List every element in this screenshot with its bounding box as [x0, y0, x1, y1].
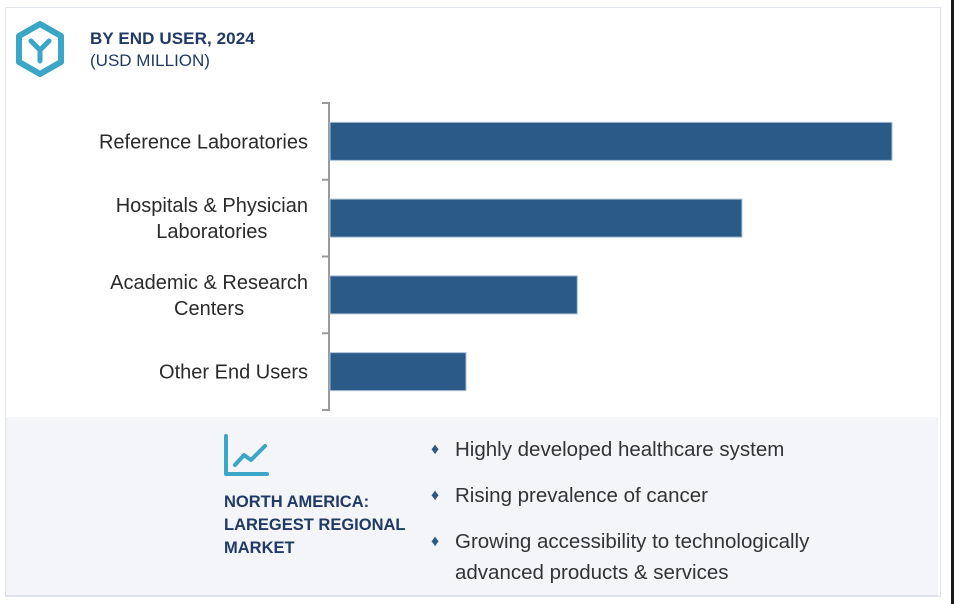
category-label: Other End Users: [159, 362, 308, 384]
region-line: LAREGEST REGIONAL: [224, 516, 406, 534]
window-edge: [951, 0, 954, 604]
diamond-bullet-icon: ♦: [431, 487, 440, 504]
trend-line-chart-icon: [224, 434, 269, 476]
category-label: Reference Laboratories: [99, 131, 308, 153]
category-label: Academic & Research Centers: [110, 272, 308, 320]
driver-text: Highly developed healthcare system: [455, 438, 785, 461]
diamond-bullet-icon: ♦: [431, 533, 440, 550]
bar-other-end-users: [329, 352, 467, 392]
driver-text: Growing accessibility to technologically…: [455, 530, 810, 584]
region-line: MARKET: [224, 539, 295, 557]
category-axis: [322, 102, 330, 411]
bar-reference-laboratories: [329, 121, 893, 161]
bar-hospitals-physician-laboratories: [329, 198, 743, 238]
region-line: NORTH AMERICA:: [224, 493, 370, 511]
driver-text: Rising prevalence of cancer: [455, 484, 708, 507]
hexagon-y-logo-icon: [16, 21, 64, 77]
region-heading: NORTH AMERICA: LAREGEST REGIONAL MARKET: [224, 491, 424, 560]
bar-chart: Reference Laboratories Hospitals & Physic…: [99, 102, 893, 411]
chart-subtitle: (USD MILLION): [90, 51, 210, 70]
bar-academic-research-centers: [329, 275, 578, 315]
diamond-bullet-icon: ♦: [431, 441, 440, 458]
driver-bullet: ♦ Rising prevalence of cancer: [430, 480, 708, 511]
driver-bullet: ♦ Highly developed healthcare system: [430, 434, 784, 465]
driver-bullet: ♦ Growing accessibility to technological…: [430, 526, 895, 588]
chart-title: BY END USER, 2024: [90, 29, 255, 48]
category-label: Hospitals & Physician Laboratories: [116, 195, 308, 243]
regional-highlight-panel: [6, 417, 938, 596]
